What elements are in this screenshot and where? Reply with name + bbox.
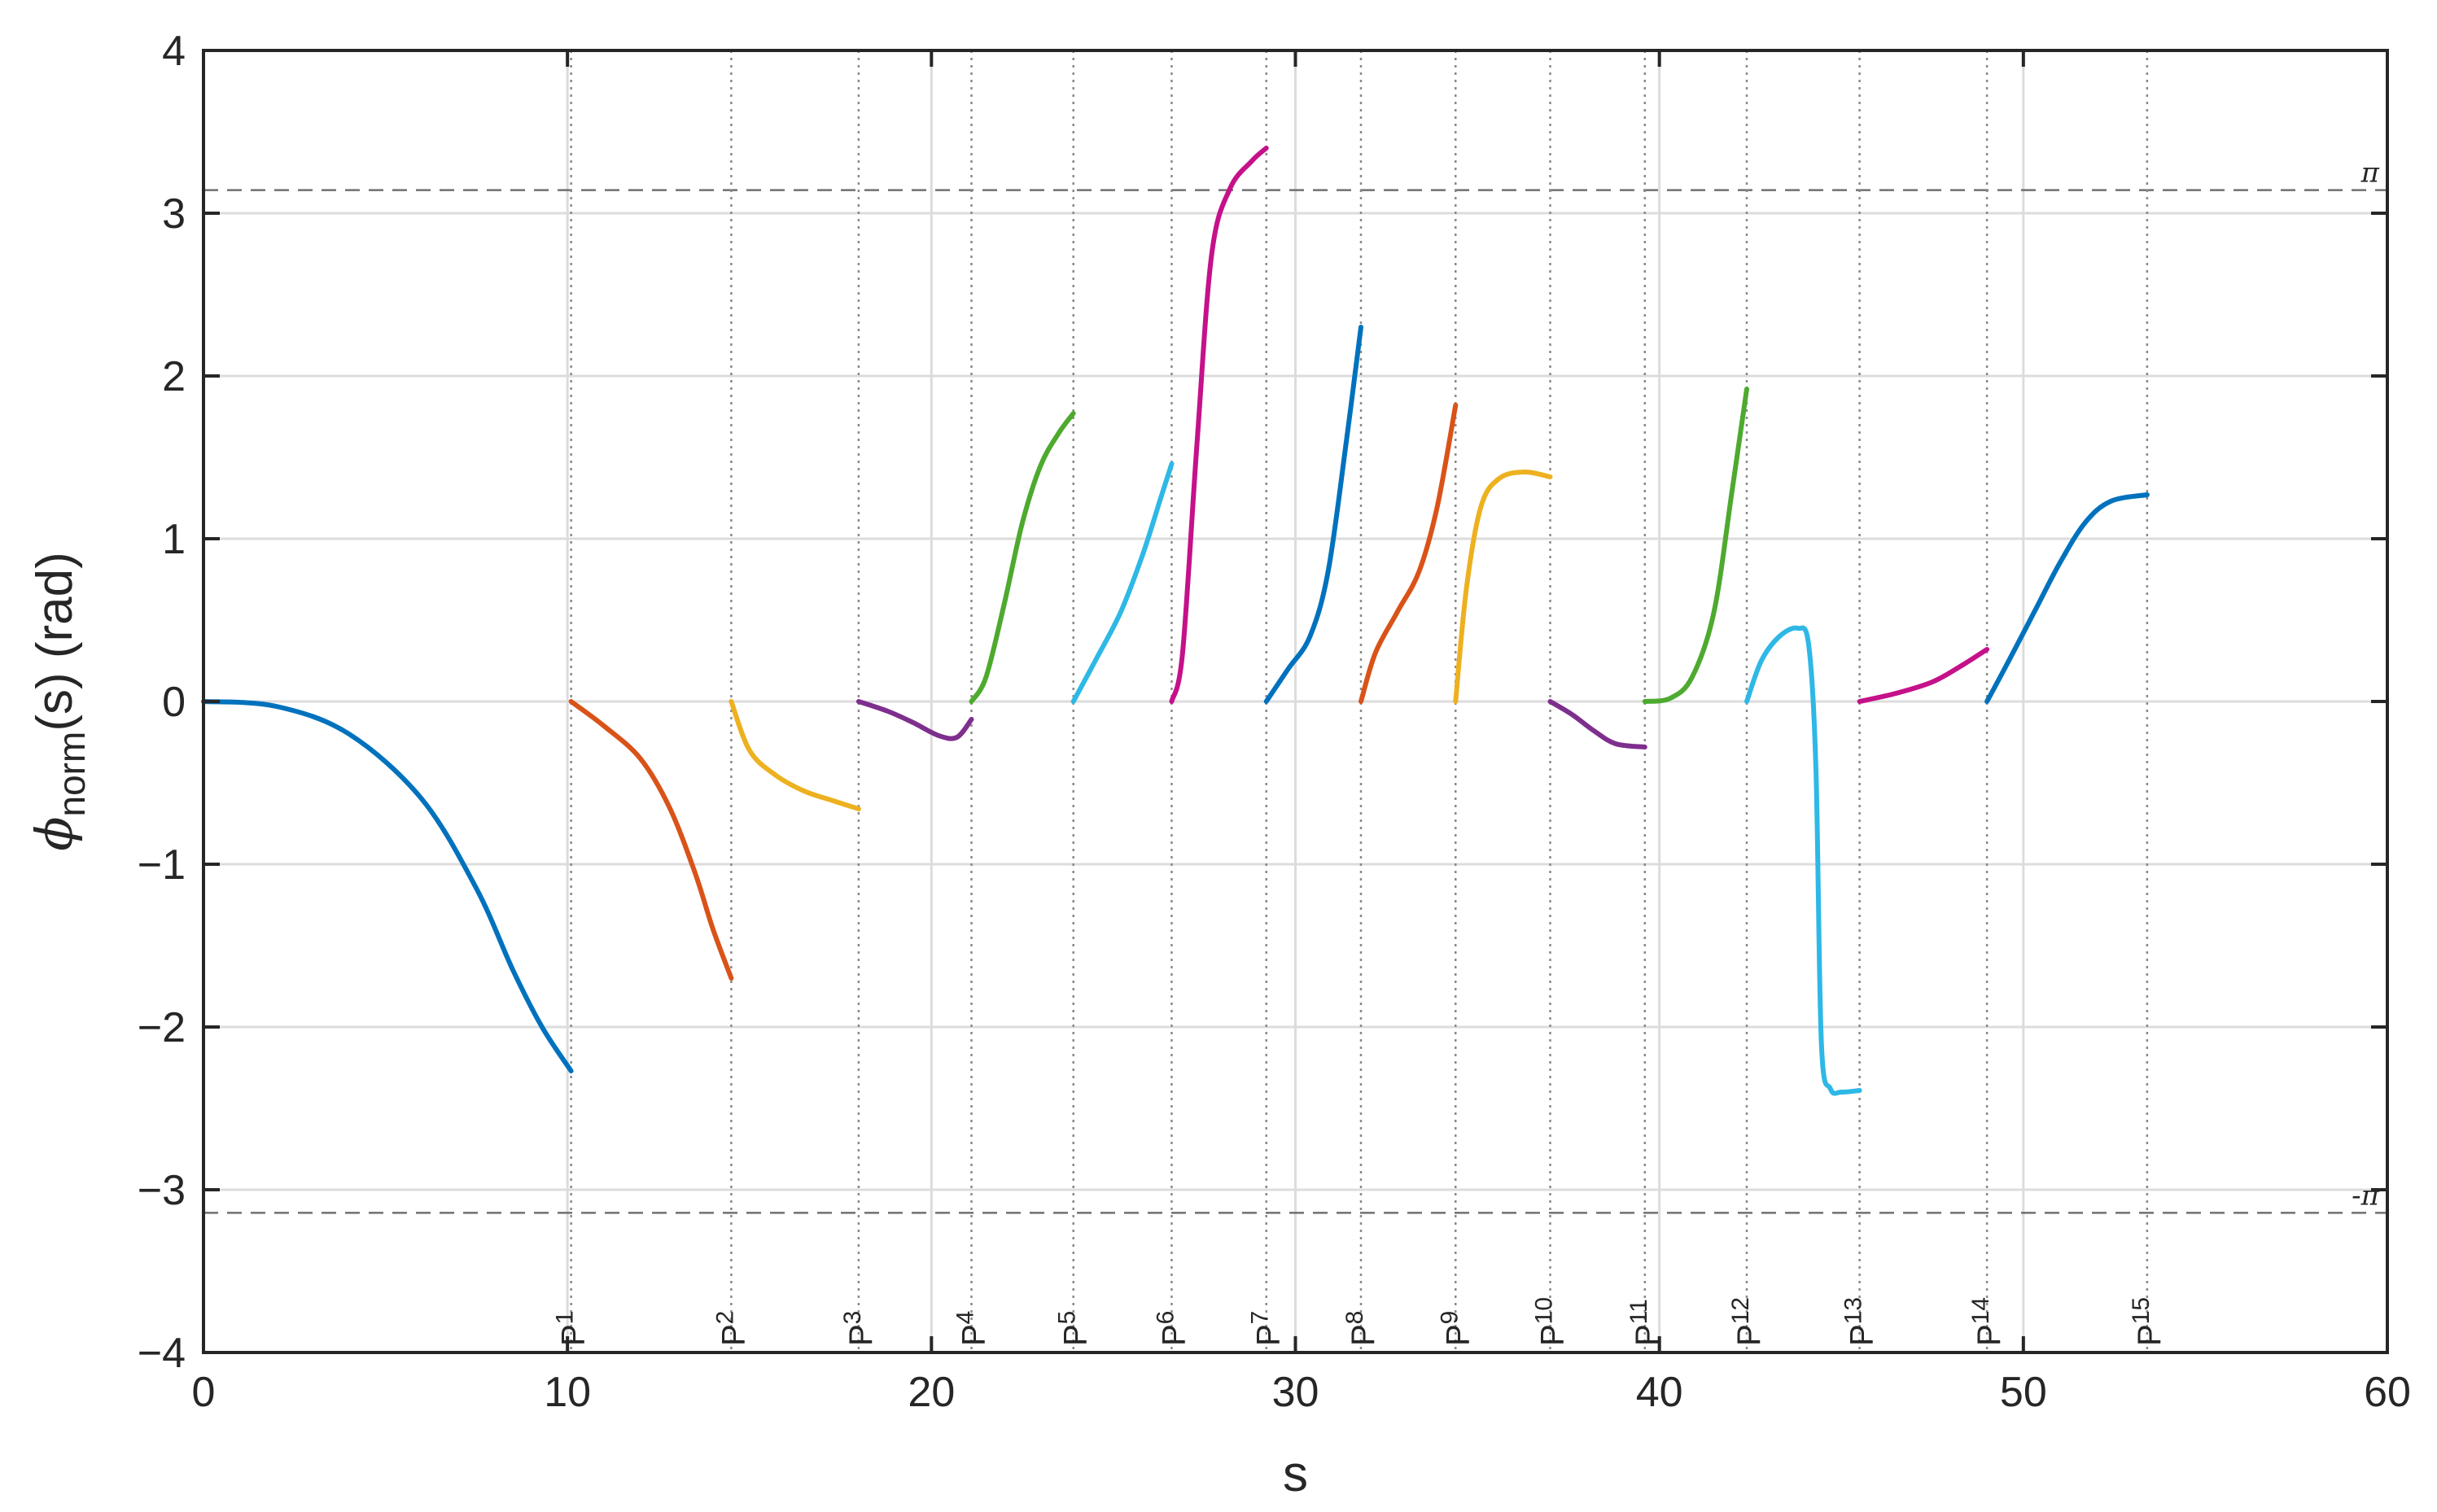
y-tick-label: 0 bbox=[162, 679, 186, 726]
marker-label: P4 bbox=[952, 1311, 992, 1346]
y-tick-label: −2 bbox=[138, 1004, 186, 1051]
series-line-4 bbox=[855, 699, 974, 741]
x-tick-label: 20 bbox=[908, 1369, 955, 1416]
marker-label: P2 bbox=[711, 1311, 751, 1346]
x-tick-label: 0 bbox=[192, 1369, 216, 1416]
marker-label: P10 bbox=[1531, 1297, 1571, 1346]
marker-label: P8 bbox=[1341, 1311, 1381, 1346]
series-line-11 bbox=[1547, 699, 1647, 749]
marker-label: P1 bbox=[552, 1311, 592, 1346]
x-tick-label: 10 bbox=[544, 1369, 591, 1416]
series-line-3 bbox=[728, 699, 861, 811]
series-line-15 bbox=[1984, 492, 2150, 704]
marker-lines: P1 P2 P3 P4 P5 P6 P7 P8 P9 P10 P11 P12 P13 P14 P15 bbox=[552, 50, 2168, 1352]
series-line-6 bbox=[1070, 461, 1175, 704]
series-line-9 bbox=[1359, 403, 1459, 704]
x-tick-label: 60 bbox=[2364, 1369, 2411, 1416]
marker-label: P14 bbox=[1967, 1297, 2007, 1346]
axis-labels: 0 10 20 30 40 50 60 −4 −3 −2 −1 0 1 2 3 4 s ϕnorm(s) (rad… bbox=[24, 28, 2411, 1502]
marker-label: P7 bbox=[1247, 1311, 1287, 1346]
series-line-12 bbox=[1642, 387, 1749, 704]
marker-label: P12 bbox=[1727, 1297, 1767, 1346]
y-tick-label: −4 bbox=[138, 1330, 186, 1377]
reference-label: -π bbox=[2352, 1179, 2379, 1212]
y-tick-label: 3 bbox=[162, 190, 186, 238]
x-tick-label: 30 bbox=[1272, 1369, 1319, 1416]
marker-label: P11 bbox=[1625, 1299, 1665, 1346]
reference-lines: π -π bbox=[203, 157, 2387, 1214]
x-axis-label: s bbox=[1283, 1446, 1308, 1502]
series-line-7 bbox=[1169, 146, 1269, 704]
y-axis-label: ϕnorm(s) (rad) bbox=[24, 552, 93, 851]
x-tick-label: 50 bbox=[2000, 1369, 2047, 1416]
reference-label: π bbox=[2360, 157, 2380, 190]
y-tick-label: 2 bbox=[162, 353, 186, 400]
y-tick-label: 1 bbox=[162, 516, 186, 563]
marker-label: P3 bbox=[839, 1311, 879, 1346]
series-line-8 bbox=[1263, 325, 1363, 704]
series-line-2 bbox=[568, 699, 734, 981]
marker-label: P13 bbox=[1840, 1297, 1880, 1346]
y-tick-label: −1 bbox=[138, 841, 186, 889]
marker-label: P5 bbox=[1054, 1311, 1094, 1346]
series-line-1 bbox=[201, 699, 574, 1073]
series-line-10 bbox=[1453, 470, 1553, 704]
series-line-5 bbox=[969, 411, 1076, 704]
marker-label: P9 bbox=[1436, 1311, 1476, 1346]
axis-ticks bbox=[202, 49, 2389, 1354]
marker-label: P15 bbox=[2128, 1297, 2168, 1346]
series-line-13 bbox=[1744, 625, 1862, 1096]
y-tick-label: 4 bbox=[162, 28, 186, 75]
y-tick-label: −3 bbox=[138, 1167, 186, 1214]
series-line-14 bbox=[1857, 647, 1990, 704]
x-tick-label: 40 bbox=[1636, 1369, 1683, 1416]
marker-label: P6 bbox=[1152, 1311, 1192, 1346]
series-lines bbox=[201, 146, 2150, 1096]
